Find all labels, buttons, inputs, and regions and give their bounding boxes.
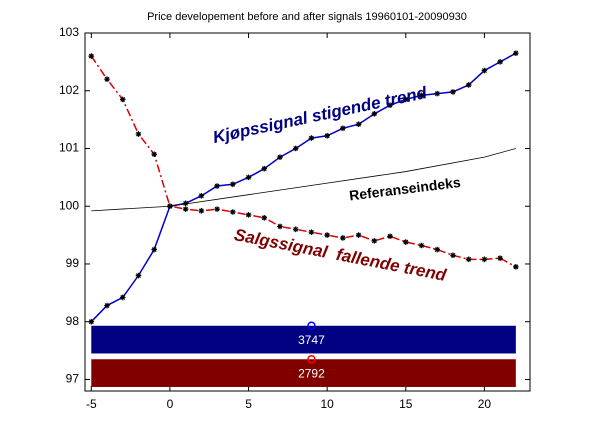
series-line (91, 148, 516, 212)
y-tick-label: 98 (66, 314, 80, 328)
marker (292, 145, 299, 152)
marker (340, 125, 346, 132)
marker (481, 256, 488, 263)
marker (340, 235, 346, 241)
x-tick-label: 10 (320, 397, 334, 411)
marker (261, 165, 268, 172)
marker (402, 96, 409, 103)
marker (434, 90, 441, 97)
marker (277, 223, 283, 230)
marker (214, 206, 220, 212)
marker (308, 135, 315, 141)
marker (497, 255, 503, 261)
marker (245, 174, 252, 181)
marker (450, 89, 456, 95)
x-tick-label: -5 (86, 397, 97, 411)
marker (402, 239, 409, 245)
marker (277, 154, 283, 160)
marker (182, 200, 189, 207)
marker (198, 208, 205, 214)
count-bar (91, 325, 516, 354)
marker (371, 111, 378, 117)
marker (104, 302, 110, 309)
count-marker (307, 354, 316, 364)
count-bar (91, 359, 516, 387)
marker (292, 226, 299, 233)
x-tick-label: 15 (399, 397, 413, 411)
y-tick-label: 99 (66, 256, 80, 270)
x-tick-label: 20 (478, 397, 492, 411)
marker (497, 59, 503, 65)
count-label: 2792 (298, 366, 325, 380)
marker (135, 272, 142, 279)
marker (198, 193, 205, 199)
marker (119, 96, 126, 103)
marker (465, 82, 472, 88)
count-marker (307, 321, 316, 331)
y-tick-label: 100 (59, 198, 79, 212)
marker (434, 246, 441, 253)
series-line (90, 52, 517, 323)
marker (371, 238, 378, 244)
x-tick-label: 5 (245, 397, 252, 411)
chart-title: Price developement before and after sign… (147, 11, 467, 23)
marker (151, 151, 157, 158)
y-tick-label: 103 (59, 25, 79, 39)
x-tick-label: 0 (167, 397, 174, 411)
marker (450, 252, 456, 259)
y-tick-label: 101 (59, 141, 79, 155)
marker (418, 92, 425, 99)
marker (230, 209, 236, 215)
marker (308, 229, 315, 236)
marker (324, 132, 330, 139)
marker (324, 232, 330, 238)
marker (261, 214, 268, 221)
marker (387, 233, 393, 240)
marker (245, 212, 252, 218)
marker (481, 67, 488, 74)
marker (88, 318, 95, 325)
marker (119, 294, 126, 301)
y-tick-label: 102 (59, 83, 79, 97)
marker (513, 50, 519, 57)
y-tick-label: 97 (66, 372, 80, 386)
marker (387, 102, 393, 108)
marker (135, 131, 142, 137)
count-label: 3747 (298, 333, 325, 347)
marker (355, 232, 362, 238)
marker (88, 53, 95, 59)
series-line (90, 55, 517, 268)
marker (151, 246, 157, 253)
marker (104, 76, 110, 82)
marker (230, 181, 236, 188)
marker (465, 256, 472, 263)
marker (355, 121, 362, 128)
marker (182, 206, 189, 212)
marker (214, 183, 220, 189)
marker (513, 264, 519, 270)
marker (418, 242, 425, 249)
